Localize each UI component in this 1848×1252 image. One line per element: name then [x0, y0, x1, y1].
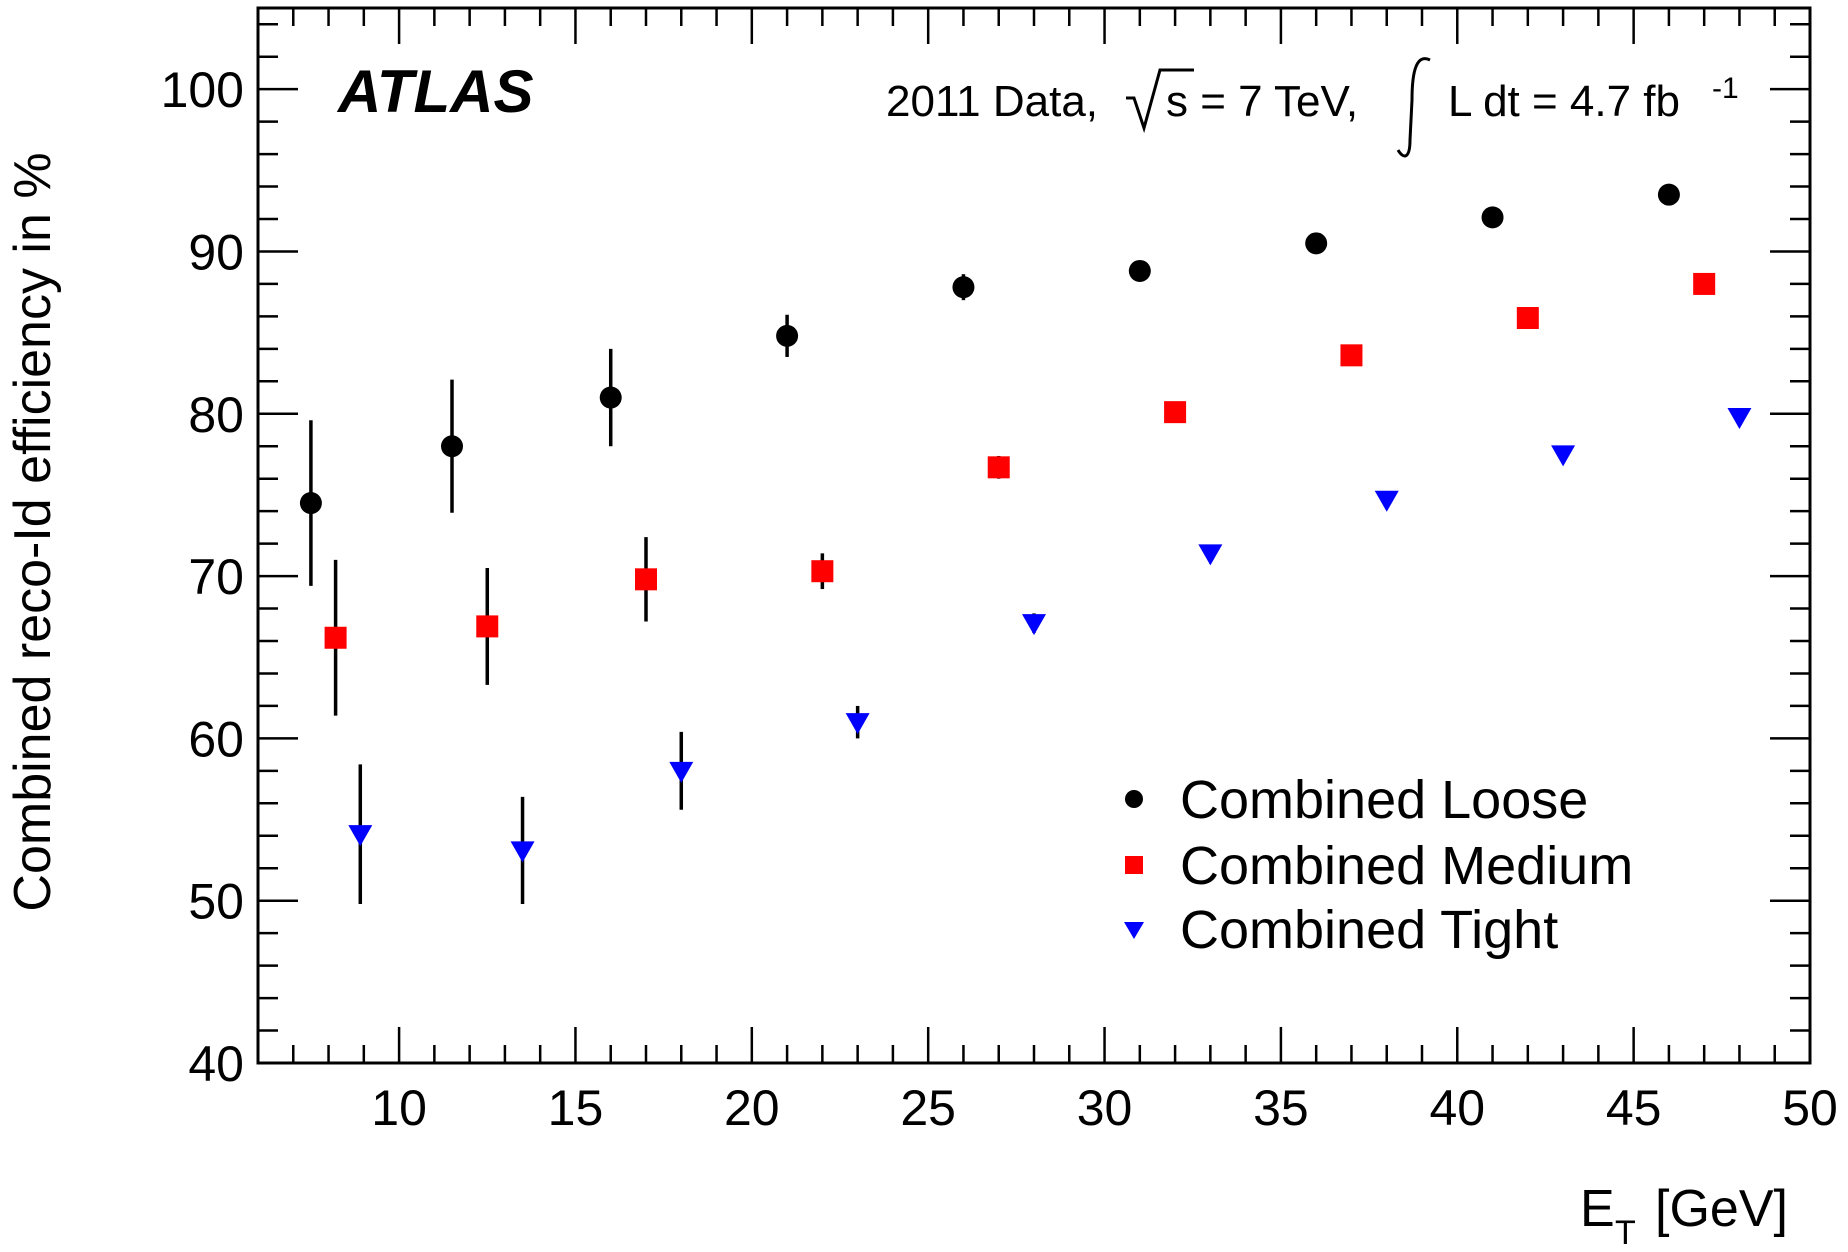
x-axis-title-unit: [GeV] — [1655, 1180, 1788, 1238]
atlas-label: ATLAS — [336, 58, 534, 125]
data-point-square — [987, 456, 1010, 479]
data-point-triangle — [669, 761, 694, 783]
y-tick-label: 60 — [188, 711, 244, 767]
info-lumi-exponent: -1 — [1712, 72, 1739, 105]
x-axis-title: E T [GeV] — [1580, 1180, 1788, 1252]
data-point-square — [1516, 307, 1539, 330]
data-point-circle — [952, 276, 975, 299]
data-point-square — [635, 568, 657, 591]
legend-item-tight: Combined Tight — [1124, 900, 1558, 960]
x-tick-label: 10 — [371, 1080, 427, 1136]
x-tick-label: 20 — [724, 1080, 780, 1136]
run-info: 2011 Data, s = 7 TeV, L dt = 4.7 fb -1 — [886, 57, 1739, 158]
y-tick-label: 90 — [188, 224, 244, 280]
data-point-circle — [299, 492, 322, 515]
legend-marker-circle-icon — [1125, 790, 1143, 808]
integral-symbol-icon — [1396, 57, 1431, 158]
legend-item-loose: Combined Loose — [1125, 770, 1588, 830]
data-point-triangle — [348, 825, 373, 847]
y-axis-title: Combined reco-Id efficiency in % — [4, 152, 62, 911]
legend-label: Combined Tight — [1180, 900, 1558, 960]
y-tick-label: 40 — [188, 1036, 244, 1092]
data-point-circle — [1305, 232, 1328, 255]
data-points — [299, 183, 1752, 904]
series-triangle-down — [348, 408, 1752, 904]
y-tick-label: 50 — [188, 874, 244, 930]
x-tick-labels: 10 15 20 25 30 35 40 45 50 — [371, 1080, 1838, 1136]
series-square — [324, 272, 1716, 716]
data-point-square — [811, 560, 834, 583]
data-point-circle — [599, 386, 622, 409]
x-tick-label: 30 — [1077, 1080, 1133, 1136]
x-tick-label: 50 — [1782, 1080, 1838, 1136]
data-point-circle — [1481, 206, 1504, 229]
data-point-triangle — [1198, 544, 1223, 566]
x-tick-label: 15 — [548, 1080, 604, 1136]
data-point-circle — [1128, 259, 1151, 282]
legend-marker-triangle-icon — [1124, 922, 1144, 939]
series-circle — [299, 183, 1680, 586]
axis-ticks — [256, 8, 1812, 1065]
data-point-circle — [776, 324, 799, 347]
data-point-circle — [1657, 183, 1680, 206]
data-point-square — [324, 626, 347, 649]
info-lumi: L dt = 4.7 fb — [1448, 77, 1680, 126]
sqrt-symbol-icon — [1126, 68, 1194, 134]
data-point-triangle — [1374, 490, 1399, 512]
data-point-square — [1693, 272, 1716, 295]
y-tick-label: 100 — [161, 62, 244, 118]
data-point-square — [1340, 344, 1363, 367]
data-point-triangle — [845, 713, 870, 735]
x-axis-title-subscript: T — [1615, 1214, 1636, 1252]
legend-label: Combined Medium — [1180, 836, 1633, 896]
x-tick-label: 40 — [1429, 1080, 1485, 1136]
data-point-square — [476, 615, 499, 638]
info-sqrt-s: s = 7 TeV, — [1166, 77, 1358, 126]
y-tick-label: 80 — [188, 387, 244, 443]
data-point-square — [1164, 401, 1187, 424]
legend-marker-square-icon — [1125, 856, 1143, 874]
y-tick-labels: 40 50 60 70 80 90 100 — [161, 62, 244, 1092]
data-point-triangle — [1022, 614, 1046, 636]
info-prefix: 2011 Data, — [886, 77, 1098, 126]
data-point-triangle — [1551, 445, 1576, 467]
legend: Combined Loose Combined Medium Combined … — [1124, 770, 1633, 960]
data-point-triangle — [510, 841, 535, 863]
legend-item-medium: Combined Medium — [1125, 836, 1633, 896]
x-tick-label: 45 — [1606, 1080, 1662, 1136]
data-point-circle — [441, 435, 463, 458]
data-point-triangle — [1727, 408, 1752, 430]
x-tick-label: 25 — [900, 1080, 956, 1136]
legend-label: Combined Loose — [1180, 770, 1588, 830]
plot-frame — [256, 6, 1812, 1065]
x-axis-title-main: E — [1580, 1180, 1615, 1238]
y-tick-label: 70 — [188, 549, 244, 605]
x-tick-label: 35 — [1253, 1080, 1309, 1136]
